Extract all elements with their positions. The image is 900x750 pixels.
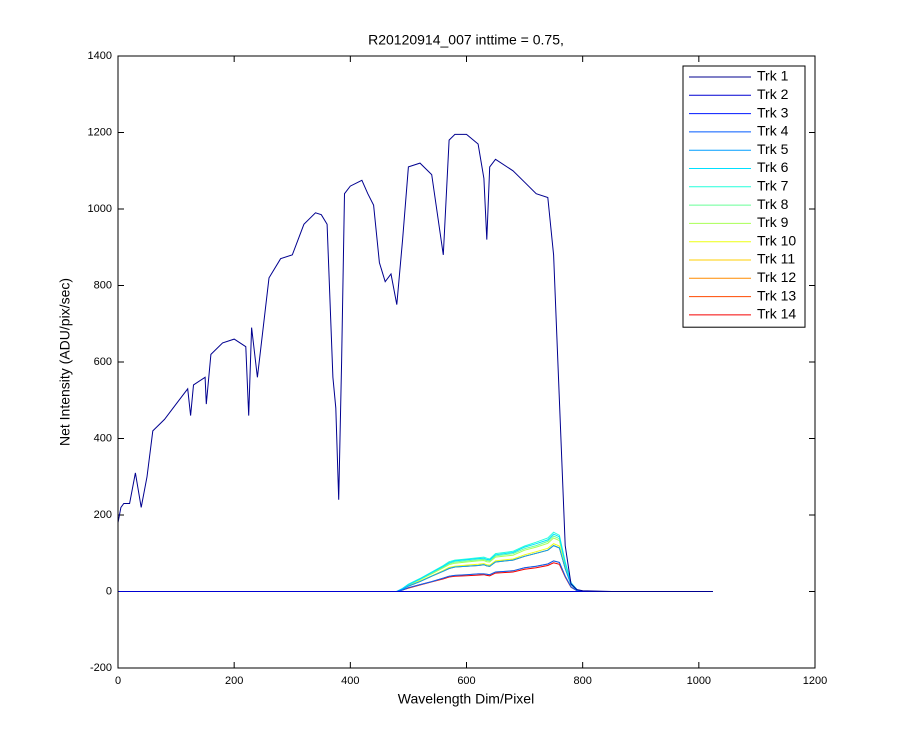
legend-label: Trk 9 — [757, 214, 789, 230]
axes-box — [117, 55, 816, 669]
y-tick-label: 600 — [94, 356, 112, 368]
x-tick-label: 800 — [573, 675, 591, 687]
y-axis-label: Net Intensity (ADU/pix/sec) — [57, 278, 73, 446]
data-line — [117, 133, 713, 592]
legend-label: Trk 4 — [757, 123, 789, 139]
legend-label: Trk 13 — [757, 287, 796, 303]
chart-title: R20120914_007 inttime = 0.75, — [368, 32, 564, 48]
legend-box — [682, 65, 806, 328]
x-tick-label: 200 — [225, 675, 243, 687]
y-tick-label: 1400 — [88, 50, 112, 62]
x-tick-label: 600 — [457, 675, 475, 687]
y-tick-label: 1000 — [88, 203, 112, 215]
legend-label: Trk 6 — [757, 159, 789, 175]
y-tick-label: -200 — [90, 662, 112, 674]
x-axis-label: Wavelength Dim/Pixel — [398, 691, 534, 707]
y-tick-label: 400 — [94, 432, 112, 444]
y-tick-label: 1200 — [88, 126, 112, 138]
x-tick-label: 0 — [115, 675, 121, 687]
legend-label: Trk 7 — [757, 178, 789, 194]
y-tick-label: 0 — [106, 585, 112, 597]
legend-label: Trk 11 — [757, 251, 795, 267]
y-tick-label: 800 — [94, 279, 112, 291]
legend-label: Trk 14 — [757, 306, 796, 322]
legend-label: Trk 10 — [757, 232, 796, 248]
x-tick-label: 1000 — [687, 675, 711, 687]
legend-label: Trk 5 — [757, 141, 789, 157]
legend-label: Trk 3 — [757, 104, 789, 120]
legend-label: Trk 1 — [757, 68, 789, 84]
y-tick-label: 200 — [94, 509, 112, 521]
x-tick-label: 400 — [341, 675, 359, 687]
x-tick-label: 1200 — [803, 675, 827, 687]
legend-label: Trk 8 — [757, 196, 789, 212]
legend-label: Trk 2 — [757, 86, 789, 102]
legend-label: Trk 12 — [757, 269, 796, 285]
